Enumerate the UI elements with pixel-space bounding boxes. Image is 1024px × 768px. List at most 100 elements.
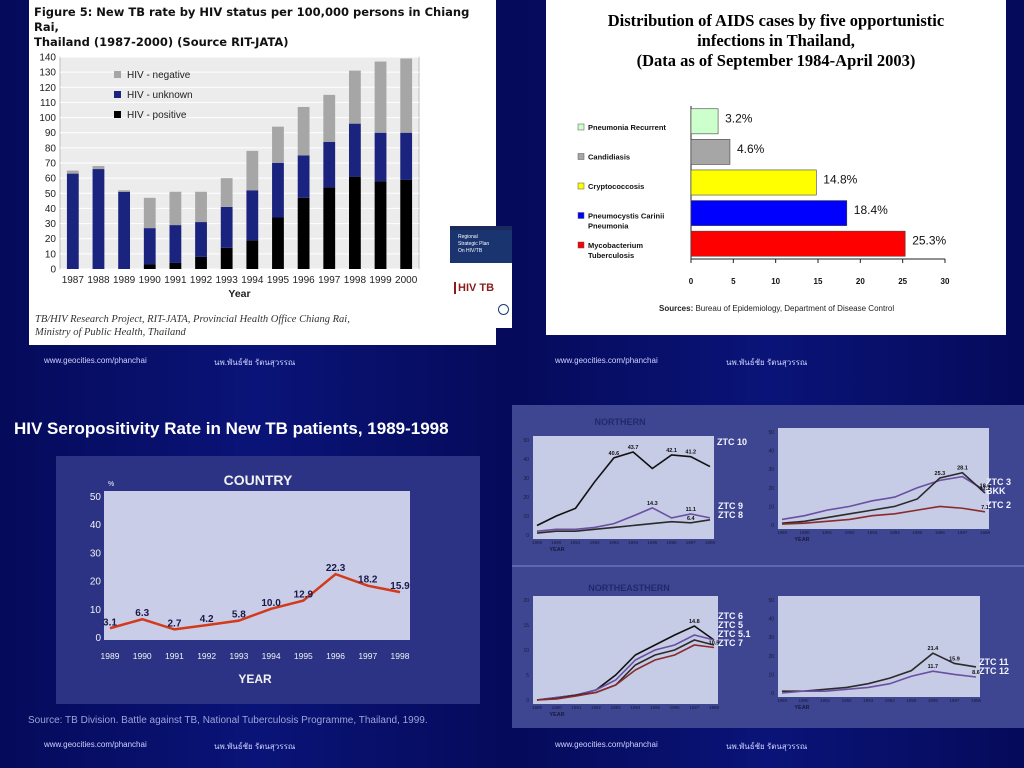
x-tick-label: 1992 bbox=[590, 540, 601, 545]
y-tick-label: 15 bbox=[523, 623, 529, 629]
point-label: 6.4 bbox=[687, 516, 696, 522]
y-tick-label: 10 bbox=[45, 249, 57, 260]
bar-hiv-positive bbox=[374, 181, 387, 269]
x-tick-label: 1993 bbox=[229, 651, 248, 661]
x-tick-label: 1991 bbox=[164, 275, 187, 286]
x-tick-label: 1996 bbox=[670, 705, 681, 710]
figure5-source-line1: TB/HIV Research Project, RIT-JATA, Provi… bbox=[35, 314, 350, 325]
x-tick-label: 1996 bbox=[928, 698, 939, 703]
figure5-source-line2: Ministry of Public Health, Thailand bbox=[35, 327, 186, 338]
footer-url: www.geocities.com/phanchai bbox=[555, 740, 658, 749]
bar-hiv-positive bbox=[400, 179, 413, 269]
x-tick-label: 1991 bbox=[822, 530, 833, 535]
x-tick-label: 1991 bbox=[820, 698, 831, 703]
series-label: ZTC 9 bbox=[718, 501, 743, 511]
x-tick-label: 1997 bbox=[318, 275, 341, 286]
x-tick-label: 1995 bbox=[294, 651, 313, 661]
aids-panel bbox=[546, 0, 1006, 335]
country-series-line bbox=[109, 572, 401, 631]
y-tick-label: 20 bbox=[45, 234, 57, 245]
y-tick-label: 40 bbox=[768, 617, 774, 623]
x-axis-title: YEAR bbox=[238, 672, 272, 686]
bar-hiv-positive bbox=[323, 187, 336, 269]
bar-cryptococcosis bbox=[690, 169, 817, 196]
point-label: 40.6 bbox=[609, 451, 620, 457]
x-tick-label: 1990 bbox=[139, 275, 162, 286]
bar-hiv-negative bbox=[92, 166, 105, 170]
legend-swatch bbox=[577, 123, 585, 131]
x-tick-label: 1994 bbox=[630, 705, 641, 710]
bar-hiv-unknown bbox=[374, 132, 387, 182]
bar-hiv-positive bbox=[246, 240, 259, 269]
bar-hiv-unknown bbox=[220, 206, 233, 248]
point-label: 8.6 bbox=[972, 670, 980, 676]
x-axis-title: YEAR bbox=[794, 705, 809, 711]
series-line-ztc-3 bbox=[781, 475, 986, 521]
bar-hiv-positive bbox=[169, 262, 182, 269]
point-label: 14.3 bbox=[647, 501, 658, 507]
x-tick-label: 1998 bbox=[971, 698, 982, 703]
legend-swatch bbox=[577, 182, 585, 190]
legend-swatch bbox=[114, 91, 121, 98]
x-tick-label: 1990 bbox=[799, 698, 810, 703]
bar-hiv-positive bbox=[297, 197, 310, 269]
legend-swatch bbox=[114, 71, 121, 78]
series-line-ztc-8 bbox=[536, 519, 711, 534]
y-tick-label: 5 bbox=[526, 673, 529, 679]
footer-author: นพ.พันธ์ชัย รัตนสุวรรณ bbox=[214, 742, 296, 751]
x-tick-label: 20 bbox=[856, 277, 865, 286]
bar-hiv-positive bbox=[220, 247, 233, 269]
point-label: 11.7 bbox=[928, 664, 938, 670]
x-tick-label: 1993 bbox=[611, 705, 622, 710]
legend-label: Cryptococcosis bbox=[588, 182, 644, 191]
y-tick-label: 70 bbox=[45, 159, 57, 170]
bar-hiv-positive bbox=[195, 256, 207, 269]
aids-title: Distribution of AIDS cases by five oppor… bbox=[546, 11, 1006, 71]
x-tick-label: 1989 bbox=[777, 530, 788, 535]
series-line-ztc-12 bbox=[781, 670, 977, 694]
x-tick-label: 1992 bbox=[845, 530, 856, 535]
y-tick-label: 20 bbox=[523, 598, 529, 604]
x-tick-label: 1993 bbox=[867, 530, 878, 535]
x-tick-label: 1990 bbox=[800, 530, 811, 535]
series-label: ZTC 7 bbox=[718, 638, 743, 648]
data-label: 10.0 bbox=[261, 598, 281, 609]
quadrant-tb-rate: Figure 5: New TB rate by HIV status per … bbox=[0, 0, 512, 384]
y-tick-label: 140 bbox=[39, 53, 56, 64]
figure5-source: TB/HIV Research Project, RIT-JATA, Provi… bbox=[35, 313, 475, 339]
point-label: 25.3 bbox=[935, 471, 946, 477]
legend-label: Mycobacterium bbox=[588, 241, 643, 250]
x-tick-label: 1994 bbox=[262, 651, 281, 661]
bar-hiv-positive bbox=[272, 217, 284, 269]
bar-hiv-unknown bbox=[169, 225, 182, 263]
x-tick-label: 1989 bbox=[113, 275, 136, 286]
x-tick-label: 1993 bbox=[863, 698, 874, 703]
point-label: 17.2 bbox=[980, 486, 991, 492]
x-tick-label: 1995 bbox=[912, 530, 923, 535]
y-tick-label: 30 bbox=[90, 548, 102, 559]
y-tick-label: 0 bbox=[95, 633, 101, 644]
x-tick-label: 1990 bbox=[551, 540, 562, 545]
bar-hiv-unknown bbox=[246, 190, 259, 241]
footer-url: www.geocities.com/phanchai bbox=[44, 740, 147, 749]
bar-hiv-unknown bbox=[66, 173, 79, 269]
y-tick-label: 40 bbox=[90, 520, 102, 531]
data-label: 4.2 bbox=[200, 614, 214, 625]
point-label: 28.1 bbox=[957, 466, 968, 472]
y-tick-label: 130 bbox=[39, 68, 56, 79]
y-tick-label: 0 bbox=[771, 523, 774, 529]
y-tick-label: 40 bbox=[768, 449, 774, 455]
series-line-bkk bbox=[781, 471, 986, 524]
y-tick-label: 50 bbox=[45, 189, 57, 200]
data-label: 2.7 bbox=[167, 618, 181, 629]
x-tick-label: 1992 bbox=[591, 705, 602, 710]
legend-label: HIV - unknown bbox=[127, 90, 193, 101]
series-label: ZTC 6 bbox=[718, 611, 743, 621]
series-label: BKK bbox=[986, 486, 1006, 496]
legend-swatch bbox=[577, 212, 585, 219]
y-tick-label: 100 bbox=[39, 113, 56, 124]
point-label: 21.4 bbox=[928, 646, 940, 652]
aids-sources-label: Sources: bbox=[659, 304, 694, 313]
bar-mycobacterium-tuberculosis bbox=[690, 230, 906, 257]
bar-hiv-unknown bbox=[118, 191, 131, 269]
